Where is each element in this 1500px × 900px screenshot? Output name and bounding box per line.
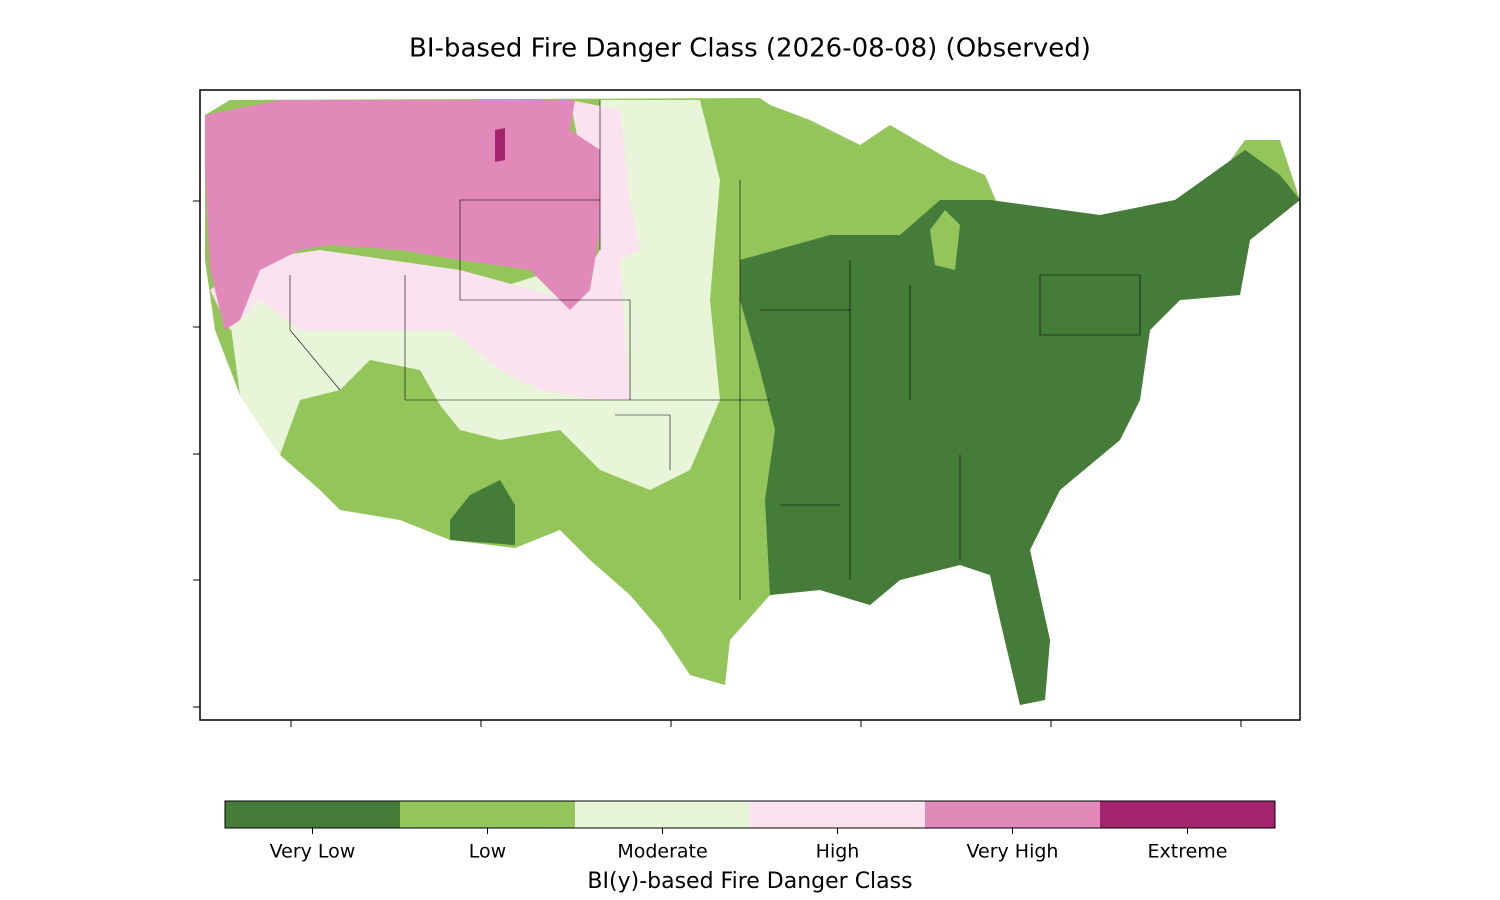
colorbar-tick-label: Moderate xyxy=(617,841,707,863)
colorbar-frame xyxy=(224,800,1276,829)
map xyxy=(205,98,1300,705)
map-region xyxy=(450,480,515,545)
map-title: BI-based Fire Danger Class (2026-08-08) … xyxy=(409,34,1091,64)
colorbar-segment xyxy=(575,801,750,828)
axis-ticks xyxy=(193,200,1242,727)
colorbar-tick-label: Very High xyxy=(967,841,1059,863)
colorbar-segment xyxy=(225,801,400,828)
map-region xyxy=(210,100,640,400)
colorbar-label: BI(y)-based Fire Danger Class xyxy=(587,869,912,894)
colorbar-tick-label: Very Low xyxy=(270,841,356,863)
colorbar-tick-label: High xyxy=(816,841,860,863)
state-lines xyxy=(289,100,1141,600)
colorbar-tick-label: Low xyxy=(469,841,506,863)
colorbar-segment xyxy=(750,801,925,828)
colorbar: Very Low Low Moderate High Very High Extreme xyxy=(224,800,1276,863)
map-frame xyxy=(199,89,1301,721)
colorbar-tick-label: Extreme xyxy=(1148,841,1228,863)
map-region xyxy=(740,150,1300,705)
map-region xyxy=(495,128,505,162)
colorbar-segment xyxy=(925,801,1100,828)
colorbar-segment xyxy=(1100,801,1275,828)
colorbar-segment xyxy=(400,801,575,828)
map-region xyxy=(930,210,960,270)
